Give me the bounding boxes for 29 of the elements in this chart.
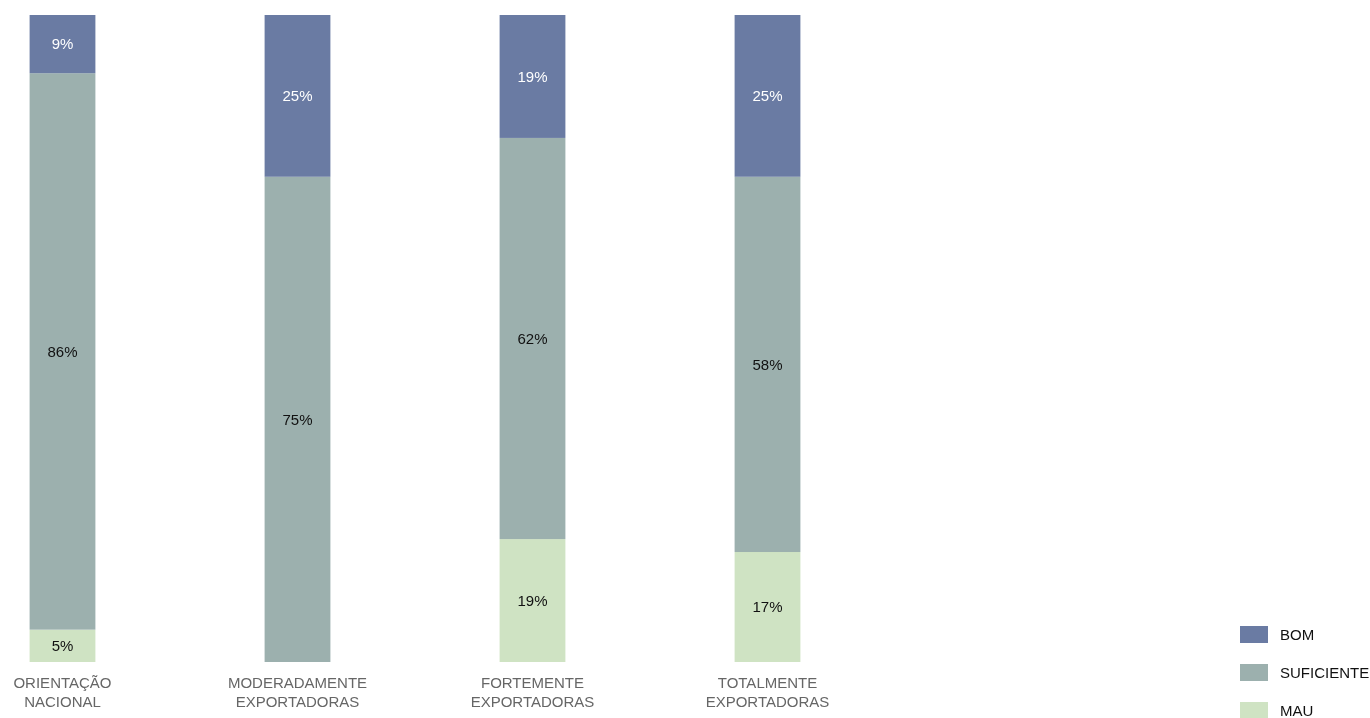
data-label: 86% <box>47 342 78 360</box>
data-label: 75% <box>282 410 313 428</box>
bar <box>29 629 96 662</box>
data-label: 25% <box>752 87 783 105</box>
data-label: 58% <box>752 355 783 373</box>
bar <box>264 176 331 662</box>
legend-label: SUFICIENTE <box>1280 664 1370 682</box>
data-label: 9% <box>51 35 74 53</box>
bar <box>499 137 566 540</box>
bar <box>499 539 566 662</box>
legend-label: MAU <box>1280 702 1314 718</box>
bar <box>264 15 331 177</box>
data-label: 62% <box>517 329 548 347</box>
bar <box>734 552 801 662</box>
x-tick-label: TOTALMENTE EXPORTADORAS <box>705 674 830 710</box>
data-label: 17% <box>752 598 783 616</box>
bar <box>734 15 801 177</box>
bar <box>734 176 801 553</box>
data-label: 19% <box>517 67 548 85</box>
bar <box>499 15 566 138</box>
data-label: 25% <box>282 87 313 105</box>
x-tick-label: FORTEMENTE EXPORTADORAS <box>470 674 595 710</box>
data-label: 5% <box>51 637 74 655</box>
x-tick-label: MODERADAMENTE EXPORTADORAS <box>227 674 368 710</box>
legend-label: BOM <box>1280 626 1315 644</box>
bar <box>29 73 96 630</box>
data-label: 19% <box>517 591 548 609</box>
bar <box>29 15 96 74</box>
x-tick-label: ORIENTAÇÃO NACIONAL <box>13 674 112 710</box>
